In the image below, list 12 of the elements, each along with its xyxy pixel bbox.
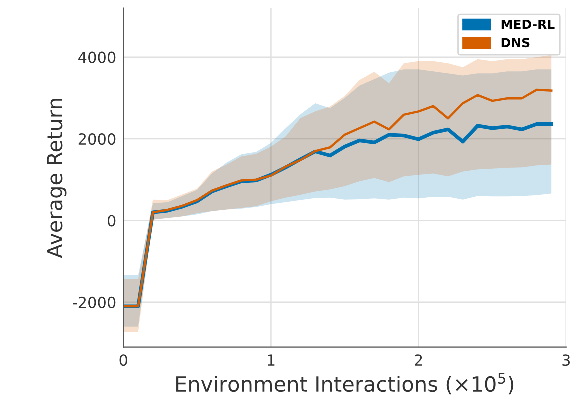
x-axis-title: Environment Interactions (×10$^{5}$) <box>176 373 514 395</box>
y-axis-title: Average Return <box>47 98 67 258</box>
x-tick-label: 0 <box>120 354 128 366</box>
y-tick-label: 2000 <box>78 134 116 146</box>
x-tick-label: 3 <box>562 354 570 366</box>
legend-label: DNS <box>502 38 530 48</box>
y-tick-label: -2000 <box>73 296 116 308</box>
x-tick-label: 2 <box>415 354 422 366</box>
y-tick-label: 4000 <box>78 52 116 64</box>
y-tick-label: 0 <box>108 215 116 227</box>
x-tick-label: 1 <box>268 354 275 366</box>
legend-label: MED-RL <box>502 20 555 30</box>
